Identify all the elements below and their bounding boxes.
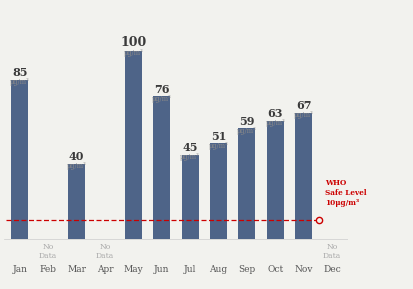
Text: 100: 100 xyxy=(120,36,146,49)
Text: 85: 85 xyxy=(12,67,27,78)
Text: 59: 59 xyxy=(239,116,254,127)
Bar xyxy=(266,121,283,239)
Text: μg/m³: μg/m³ xyxy=(293,112,313,119)
Text: μg/m³: μg/m³ xyxy=(180,153,199,161)
Text: 51: 51 xyxy=(210,131,225,142)
Bar xyxy=(238,128,255,239)
Text: 63: 63 xyxy=(267,108,282,119)
Text: 45: 45 xyxy=(182,142,197,153)
Bar xyxy=(153,97,170,239)
Text: No
Data: No Data xyxy=(322,243,340,260)
Text: 67: 67 xyxy=(295,101,311,112)
Text: μg/m³: μg/m³ xyxy=(152,95,171,103)
Text: μg/m³: μg/m³ xyxy=(123,49,143,58)
Bar xyxy=(294,113,311,239)
Text: μg/m³: μg/m³ xyxy=(208,142,228,149)
Text: 76: 76 xyxy=(154,84,169,95)
Bar xyxy=(209,143,226,239)
Text: No
Data: No Data xyxy=(95,243,114,260)
Text: μg/m³: μg/m³ xyxy=(237,127,256,134)
Text: WHO
Safe Level
10μg/m³: WHO Safe Level 10μg/m³ xyxy=(324,179,366,207)
Text: 40: 40 xyxy=(69,151,84,162)
Text: μg/m³: μg/m³ xyxy=(10,78,30,86)
Text: μg/m³: μg/m³ xyxy=(265,119,285,127)
Bar xyxy=(68,164,85,239)
Text: No
Data: No Data xyxy=(39,243,57,260)
Text: μg/m³: μg/m³ xyxy=(66,162,86,170)
Bar xyxy=(125,51,142,239)
Bar xyxy=(181,155,198,239)
Bar xyxy=(11,79,28,239)
